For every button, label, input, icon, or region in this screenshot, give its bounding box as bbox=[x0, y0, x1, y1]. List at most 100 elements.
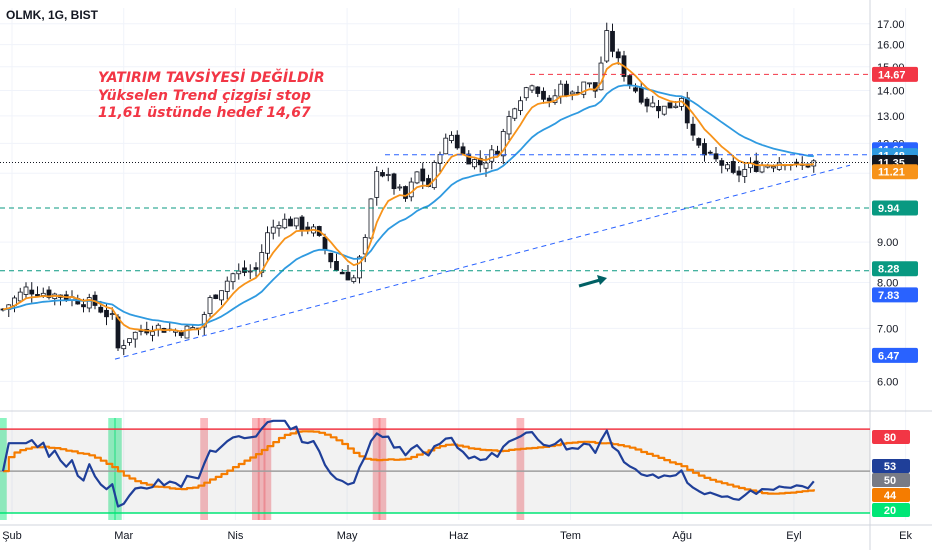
candle-body bbox=[35, 294, 40, 297]
candle-body bbox=[506, 116, 512, 135]
ema-slow-line bbox=[2, 84, 814, 327]
price-badge-6-47: 6.47 bbox=[872, 347, 918, 363]
candle-body bbox=[276, 224, 282, 229]
rsi-overbought-band bbox=[200, 418, 208, 520]
time-tick-label: Eyl bbox=[786, 530, 801, 542]
rsi-badge-50-text: 50 bbox=[884, 475, 896, 487]
price-badge-8-28-bg bbox=[872, 261, 918, 277]
candle-body bbox=[115, 316, 121, 349]
candle-body bbox=[397, 186, 403, 189]
candle-body bbox=[270, 226, 276, 234]
candle-body bbox=[242, 267, 247, 273]
time-tick-label: Ek bbox=[899, 530, 912, 542]
candle-body bbox=[604, 30, 610, 62]
trend-arrow-head bbox=[597, 275, 607, 285]
candle-body bbox=[696, 138, 702, 146]
time-axis: Şub Mar Nis May Haz Tem Ağu Eyl Ek bbox=[2, 530, 912, 542]
candle-body bbox=[230, 273, 236, 283]
candle-body bbox=[581, 81, 587, 95]
candle-body bbox=[132, 331, 138, 340]
price-tick-label: 16.00 bbox=[877, 40, 905, 52]
price-badge-8-28-text: 8.28 bbox=[878, 264, 899, 276]
candle-body bbox=[702, 143, 707, 156]
candle-body bbox=[771, 166, 776, 169]
candle-body bbox=[293, 217, 299, 227]
candle-body bbox=[236, 270, 242, 275]
trend-arrow bbox=[578, 278, 601, 288]
candle-body bbox=[449, 134, 454, 141]
candle-body bbox=[213, 294, 219, 299]
candle-body bbox=[86, 297, 92, 309]
candle-body bbox=[546, 97, 552, 102]
candle-body bbox=[46, 289, 52, 298]
price-badge-7-83-text: 7.83 bbox=[878, 290, 899, 302]
rsi-badge-44-text: 44 bbox=[884, 490, 897, 502]
candle-body bbox=[184, 325, 190, 339]
candle-body bbox=[224, 280, 230, 292]
candle-body bbox=[443, 137, 449, 155]
price-tick-label: 14.00 bbox=[877, 85, 905, 97]
symbol-title: OLMK, 1G, BIST bbox=[6, 8, 99, 22]
candle-body bbox=[322, 236, 328, 251]
rsi-badge-20-bg bbox=[872, 503, 910, 517]
candle-body bbox=[673, 105, 679, 108]
candle-body bbox=[667, 102, 673, 109]
rsi-badge-53-bg bbox=[872, 459, 910, 473]
price-tick-label: 6.00 bbox=[877, 376, 898, 388]
candle-body bbox=[368, 198, 374, 239]
candle-body bbox=[23, 286, 29, 295]
ema-fast-line bbox=[2, 61, 814, 333]
candle-body bbox=[420, 168, 426, 182]
candle-body bbox=[391, 173, 397, 190]
candle-body bbox=[541, 90, 546, 100]
candle-body bbox=[661, 105, 667, 115]
candle-body bbox=[104, 309, 109, 318]
price-tick-label: 8.00 bbox=[877, 278, 898, 290]
candle-body bbox=[374, 171, 380, 198]
candle-body bbox=[385, 174, 391, 176]
candle-body bbox=[265, 232, 270, 254]
candle-body bbox=[253, 267, 259, 270]
price-tick-label: 7.00 bbox=[877, 323, 898, 335]
candle-body bbox=[380, 172, 385, 177]
price-badge-11-21-text: 11.21 bbox=[878, 167, 905, 179]
rsi-badge-80-bg bbox=[872, 430, 910, 444]
candle-body bbox=[483, 162, 489, 169]
time-tick-label: Mar bbox=[114, 530, 133, 542]
candle-body bbox=[178, 331, 184, 336]
rsi-badge-44: 44 bbox=[872, 488, 910, 502]
candle-body bbox=[150, 331, 155, 336]
candle-body bbox=[627, 75, 633, 86]
candle-body bbox=[587, 82, 592, 85]
candle-body bbox=[684, 97, 690, 124]
rsi-badge-20-text: 20 bbox=[884, 505, 896, 517]
candle-body bbox=[730, 161, 736, 173]
candle-body bbox=[460, 146, 466, 155]
candle-body bbox=[472, 159, 477, 168]
time-tick-label: Ağu bbox=[672, 530, 692, 542]
rsi-overbought-band bbox=[252, 418, 260, 520]
candle-body bbox=[811, 160, 817, 167]
rsi-badge-50-bg bbox=[872, 473, 910, 487]
price-tick-label: 17.00 bbox=[877, 19, 905, 31]
price-badge-9-94: 9.94 bbox=[872, 200, 918, 216]
candle-body bbox=[512, 108, 518, 119]
annotation-line-1: YATIRIM TAVSİYESİ DEĞİLDİR bbox=[98, 70, 325, 86]
annotation-line-2: Yükselen Trend çizgisi stop bbox=[98, 88, 311, 104]
candle-body bbox=[650, 102, 656, 108]
time-tick-label: Şub bbox=[2, 530, 22, 542]
candle-body bbox=[489, 149, 495, 162]
candle-body bbox=[282, 218, 288, 229]
candle-body bbox=[713, 153, 719, 160]
price-badge-14-67-text: 14.67 bbox=[878, 69, 906, 81]
candle-body bbox=[334, 261, 339, 271]
candle-body bbox=[518, 100, 523, 111]
rsi-badge-53-text: 53 bbox=[884, 461, 896, 473]
price-badge-7-83: 7.83 bbox=[872, 287, 918, 303]
candle-body bbox=[523, 87, 529, 99]
candle-body bbox=[351, 277, 357, 282]
candle-body bbox=[569, 91, 575, 95]
price-badge-7-83-bg bbox=[872, 287, 918, 303]
price-tick-label: 9.00 bbox=[877, 237, 898, 249]
candle-body bbox=[707, 151, 713, 154]
